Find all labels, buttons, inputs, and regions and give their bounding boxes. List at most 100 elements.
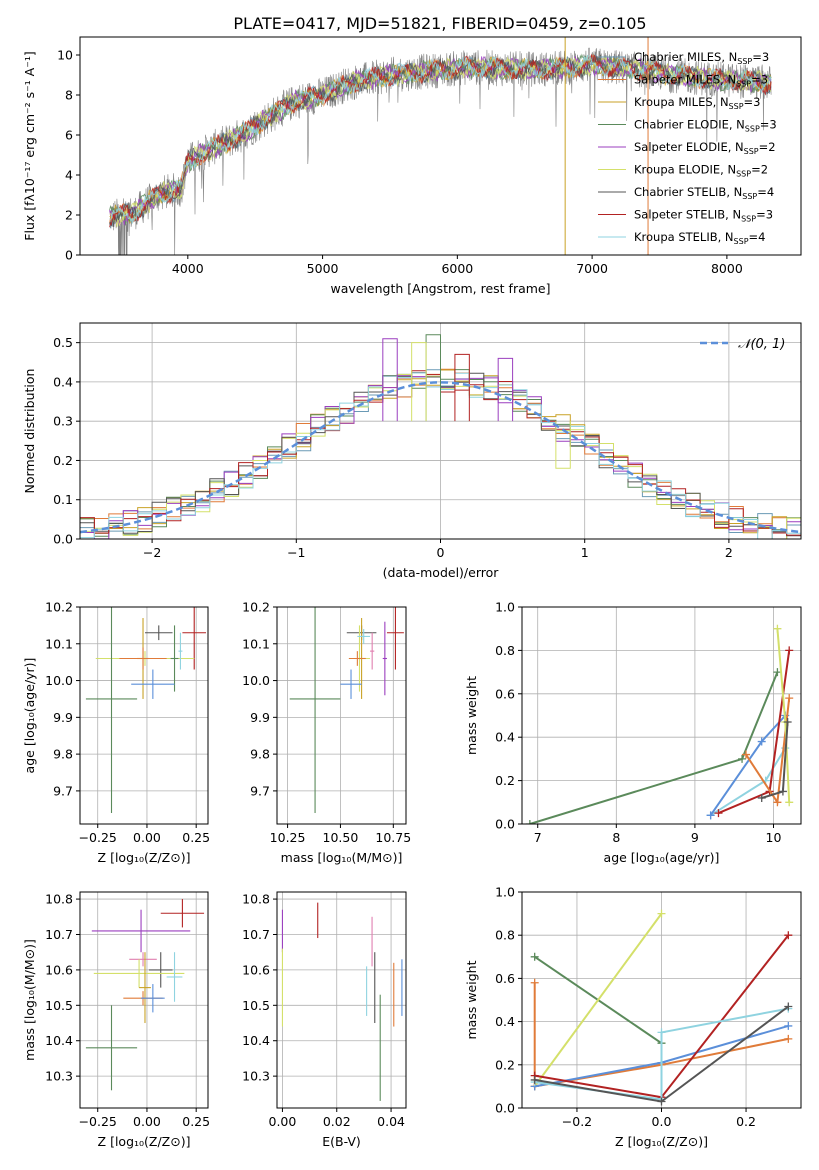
y-tick-label: 10.4	[45, 1033, 73, 1048]
y-tick-label: 10.1	[242, 636, 270, 651]
figure-title: PLATE=0417, MJD=51821, FIBERID=0459, z=0…	[233, 14, 646, 33]
y-tick-label: 0.6	[495, 971, 515, 986]
weight-marker	[784, 1034, 793, 1043]
legend-label: Kroupa ELODIE, NSSP=2	[634, 163, 768, 179]
weight-marker	[785, 694, 794, 703]
weight-marker	[757, 793, 766, 802]
age-weight-panel: 7 8 9 10 0.0 0.2 0.4 0.6 0.8 1.0 age [log₁₀(age/yr…	[464, 600, 802, 865]
x-tick-label: 8000	[711, 261, 743, 276]
spectrum-data	[109, 37, 772, 255]
y-tick-label: 10.2	[45, 600, 73, 615]
weight-marker	[773, 798, 782, 807]
x-axis-label: age [log₁₀(age/yr)]	[604, 850, 720, 865]
x-tick-label: 7000	[576, 261, 608, 276]
spectrum-panel: 4000 5000 6000 7000 8000 0 2 4 6 8 10 wavelength [A…	[22, 36, 802, 296]
y-tick-label: 1.0	[495, 600, 515, 615]
x-axis-label: wavelength [Angstrom, rest frame]	[330, 281, 550, 296]
x-tick-label: 0.00	[133, 830, 161, 845]
legend-label: Salpeter MILES, NSSP=3	[634, 73, 768, 89]
y-tick-label: 10.7	[45, 927, 73, 942]
y-tick-label: 10.8	[242, 892, 270, 907]
weight-marker	[530, 952, 539, 961]
y-tick-label: 10.2	[242, 600, 270, 615]
x-tick-label: 2	[725, 545, 733, 560]
y-tick-label: 10.7	[242, 927, 270, 942]
weight-line	[533, 913, 663, 1087]
errorbars	[85, 899, 205, 1091]
x-tick-label: 0.04	[377, 1114, 405, 1129]
y-tick-label: 9.7	[53, 783, 73, 798]
legend-label: Salpeter ELODIE, NSSP=2	[634, 140, 776, 156]
x-tick-label: 10.50	[323, 830, 359, 845]
y-axis-label: Flux [fλ10⁻¹⁷ erg cm⁻² s⁻¹ A⁻¹]	[22, 51, 37, 240]
y-tick-label: 10.5	[242, 998, 270, 1013]
weight-marker	[657, 1097, 666, 1106]
y-tick-label: 4	[65, 168, 73, 183]
ebv-mass-panel: 0.00 0.02 0.04 10.3 10.4 10.5 10.6 10.7 10.8 E(B-…	[242, 891, 407, 1149]
axes-frame	[79, 891, 209, 1109]
y-tick-label: 0.6	[495, 686, 515, 701]
axes-frame	[276, 891, 407, 1109]
z-age-panel: −0.25 0.00 0.25 9.7 9.8 9.9 10.0 10.1 10.2 Z [log…	[22, 600, 210, 866]
y-tick-label: 2	[65, 208, 73, 223]
weight-marker	[706, 811, 715, 820]
x-tick-label: 0.25	[182, 830, 210, 845]
y-tick-label: 8	[65, 88, 73, 103]
weight-lines	[530, 909, 793, 1106]
y-tick-label: 0.0	[495, 1101, 515, 1116]
spectrum-model-line	[109, 55, 772, 226]
y-tick-label: 10.3	[242, 1069, 270, 1084]
y-tick-label: 10.8	[45, 892, 73, 907]
x-tick-label: 0.02	[323, 1114, 351, 1129]
x-tick-label: 5000	[307, 261, 339, 276]
x-tick-label: 7	[534, 830, 542, 845]
x-tick-label: −2	[143, 545, 161, 560]
y-tick-label: 0.8	[495, 928, 515, 943]
x-tick-label: 0.00	[269, 1114, 297, 1129]
y-tick-label: 0.8	[495, 643, 515, 658]
histogram-peak-bin	[425, 334, 441, 422]
x-tick-label: 0.00	[133, 1114, 161, 1129]
x-tick-label: 10.75	[375, 830, 411, 845]
y-tick-label: 9.9	[53, 710, 73, 725]
histogram-peak-bin	[411, 342, 427, 422]
y-tick-label: 10.4	[242, 1033, 270, 1048]
y-tick-label: 0.3	[53, 414, 73, 429]
y-tick-label: 10.3	[45, 1069, 73, 1084]
x-tick-label: −1	[287, 545, 305, 560]
reference-gaussian-curve	[80, 381, 801, 534]
y-tick-label: 10.1	[45, 636, 73, 651]
y-tick-label: 0.4	[495, 730, 515, 745]
weight-marker	[778, 787, 787, 796]
y-tick-label: 0.4	[53, 374, 73, 389]
x-tick-label: 10	[766, 830, 782, 845]
weight-marker	[783, 718, 792, 727]
weight-marker	[657, 1028, 666, 1037]
spectrum-model-line	[109, 54, 772, 224]
y-axis-label: mass weight	[464, 960, 479, 1039]
weight-marker	[738, 754, 747, 763]
weight-marker	[784, 931, 793, 940]
weight-marker	[714, 809, 723, 818]
y-tick-label: 10.0	[45, 673, 73, 688]
legend-label: Chabrier MILES, NSSP=3	[634, 50, 769, 66]
histogram-peak-bin	[555, 421, 571, 469]
spectrum-model-line	[109, 54, 772, 228]
axes-frame	[79, 36, 802, 256]
y-tick-label: 0	[65, 248, 73, 263]
histogram-peak-bin	[382, 338, 398, 422]
x-tick-label: 1	[581, 545, 589, 560]
x-tick-label: 0.0	[652, 1114, 672, 1129]
legend-label: Chabrier STELIB, NSSP=4	[634, 185, 774, 201]
y-tick-label: 0.2	[495, 1057, 515, 1072]
y-axis-label: Normed distribution	[22, 369, 37, 494]
y-tick-label: 9.9	[250, 710, 270, 725]
x-tick-label: 6000	[441, 261, 473, 276]
weight-marker	[784, 1021, 793, 1030]
legend-label: 𝒩(0, 1)	[738, 337, 785, 352]
weight-marker	[784, 1002, 793, 1011]
x-axis-label: Z [log₁₀(Z/Z⊙)]	[98, 850, 191, 865]
weight-line	[529, 671, 779, 824]
legend-label: Kroupa STELIB, NSSP=4	[634, 230, 765, 246]
